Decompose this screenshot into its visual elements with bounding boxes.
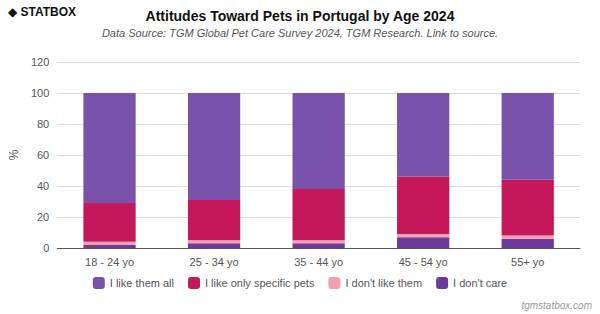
svg-text:I don't care: I don't care	[453, 277, 507, 289]
svg-text:%: %	[7, 149, 21, 160]
svg-text:55+ yo: 55+ yo	[511, 256, 544, 268]
svg-text:I like only specific pets: I like only specific pets	[205, 277, 315, 289]
svg-text:18 - 24 yo: 18 - 24 yo	[85, 256, 134, 268]
svg-text:Attitudes Toward Pets in Portu: Attitudes Toward Pets in Portugal by Age…	[146, 8, 455, 24]
svg-text:45 - 54 yo: 45 - 54 yo	[399, 256, 448, 268]
svg-text:20: 20	[37, 211, 49, 223]
svg-text:60: 60	[37, 149, 49, 161]
svg-text:120: 120	[31, 56, 49, 68]
svg-text:100: 100	[31, 87, 49, 99]
svg-text:I don't like them: I don't like them	[345, 277, 422, 289]
svg-text:25 - 34 yo: 25 - 34 yo	[190, 256, 239, 268]
svg-text:tgmstatbox.com: tgmstatbox.com	[521, 300, 592, 311]
svg-text:35 - 44 yo: 35 - 44 yo	[294, 256, 343, 268]
svg-text:I like them all: I like them all	[110, 277, 174, 289]
svg-text:Data Source: TGM Global Pet Ca: Data Source: TGM Global Pet Care Survey …	[102, 27, 498, 39]
svg-text:40: 40	[37, 180, 49, 192]
svg-text:◆ STATBOX: ◆ STATBOX	[8, 5, 76, 19]
svg-text:0: 0	[43, 242, 49, 254]
svg-text:80: 80	[37, 118, 49, 130]
